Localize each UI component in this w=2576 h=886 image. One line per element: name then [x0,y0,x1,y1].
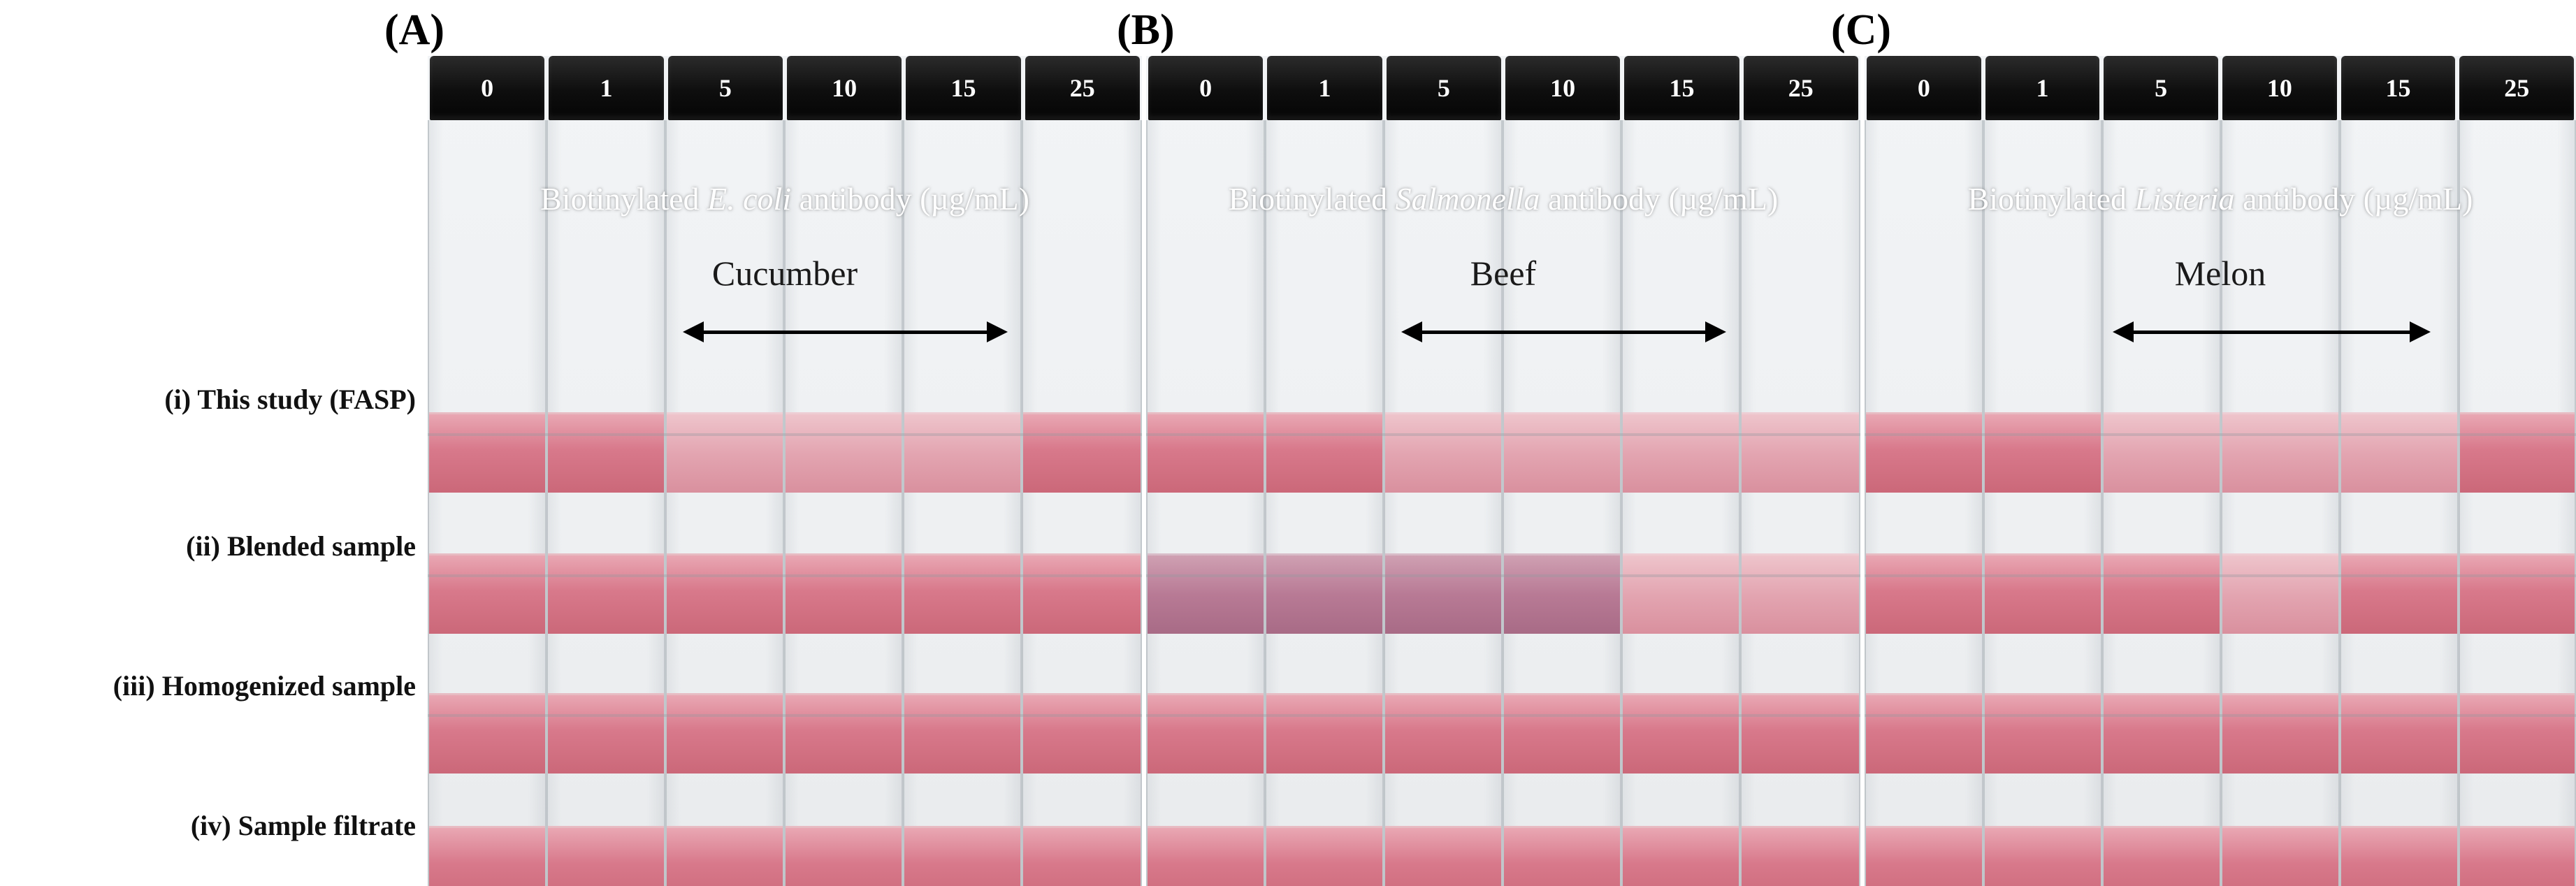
vial-column [2221,120,2340,886]
antibody-caption: Biotinylated E. coli antibody (µg/mL) [540,181,1029,217]
panel-label-b: (B) [1117,6,1175,54]
cap-row: 0 1 5 10 15 25 [1146,56,1860,120]
vial-cap: 1 [1985,56,2100,120]
vial-column [2102,120,2221,886]
vial-cap: 5 [1386,56,1501,120]
vial-column [784,120,903,886]
vial-cap: 0 [1867,56,1981,120]
vial-column [1384,120,1503,886]
panel-a-photo: 0 1 5 10 15 25 Biotinylated E. coli anti… [428,56,1142,886]
antibody-caption: Biotinylated Listeria antibody (µg/mL) [1967,181,2473,217]
food-label: Melon [2174,254,2266,293]
cap-row: 0 1 5 10 15 25 [428,56,1142,120]
vial-column [1865,120,1983,886]
vial-column [1146,120,1265,886]
double-arrow-icon [1401,321,1726,342]
vial-cap: 25 [1743,56,1858,120]
vial-cap: 1 [549,56,664,120]
vial-cap: 10 [2222,56,2337,120]
vial-cap: 15 [906,56,1021,120]
vial-column [547,120,665,886]
vial-cap: 10 [786,56,902,120]
vial-cap: 15 [1624,56,1739,120]
panel-b-photo: 0 1 5 10 15 25 Biotinylated Salmonella a… [1146,56,1860,886]
panel-label-a: (A) [384,6,445,54]
vial-cap: 25 [2459,56,2575,120]
vial-column [2459,120,2576,886]
row-label-homogenized: (iii) Homogenized sample [113,670,416,702]
antibody-caption: Biotinylated Salmonella antibody (µg/mL) [1228,181,1779,217]
row-label-blended: (ii) Blended sample [186,530,416,562]
vial-cap: 0 [430,56,545,120]
vial-cap: 5 [667,56,783,120]
vial-column [1740,120,1860,886]
vial-column [1022,120,1142,886]
vial-cap: 15 [2340,56,2456,120]
vial-column [665,120,784,886]
cap-row: 0 1 5 10 15 25 [1865,56,2576,120]
vial-column [2340,120,2459,886]
vial-column [1983,120,2102,886]
vial-column [428,120,547,886]
vial-column [903,120,1022,886]
vial-cap: 1 [1267,56,1382,120]
panel-c-photo: 0 1 5 10 15 25 Biotinylated Listeria ant… [1865,56,2576,886]
double-arrow-icon [2113,321,2431,342]
vial-cap: 10 [1505,56,1621,120]
food-label: Cucumber [711,254,858,293]
double-arrow-icon [683,321,1008,342]
vial-column [1503,120,1621,886]
vial-cap: 25 [1025,56,1140,120]
vial-cap: 0 [1148,56,1264,120]
row-label-filtrate: (iv) Sample filtrate [190,810,416,841]
vial-column [1265,120,1384,886]
food-label: Beef [1470,254,1537,293]
vial-column [1621,120,1740,886]
vial-cap: 5 [2104,56,2219,120]
panel-label-c: (C) [1831,6,1892,54]
row-label-fasp: (i) This study (FASP) [164,384,416,415]
